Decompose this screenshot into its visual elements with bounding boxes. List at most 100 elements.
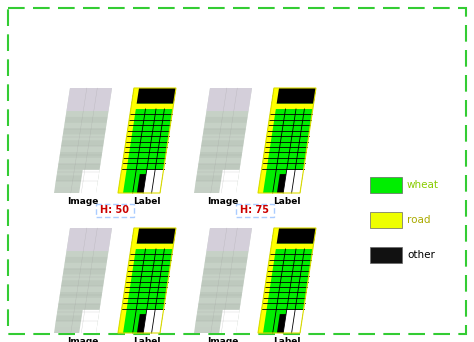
Polygon shape	[203, 129, 246, 134]
Polygon shape	[272, 88, 316, 104]
Polygon shape	[207, 88, 252, 111]
Polygon shape	[137, 174, 163, 193]
Polygon shape	[277, 314, 303, 333]
Polygon shape	[64, 117, 108, 123]
Polygon shape	[118, 228, 139, 333]
Polygon shape	[118, 228, 176, 333]
Polygon shape	[200, 292, 242, 298]
Polygon shape	[132, 228, 176, 244]
Polygon shape	[61, 280, 104, 286]
Polygon shape	[59, 292, 102, 298]
Polygon shape	[54, 88, 112, 193]
Polygon shape	[58, 298, 101, 304]
Polygon shape	[60, 146, 103, 152]
Bar	[370, 177, 402, 193]
Polygon shape	[143, 170, 164, 193]
Polygon shape	[201, 280, 244, 286]
Polygon shape	[204, 123, 246, 129]
Polygon shape	[195, 181, 238, 187]
Polygon shape	[194, 88, 252, 193]
Polygon shape	[55, 181, 98, 187]
Polygon shape	[205, 117, 247, 123]
Polygon shape	[198, 164, 240, 170]
Text: Label: Label	[273, 197, 301, 206]
Polygon shape	[79, 310, 100, 333]
Polygon shape	[63, 129, 106, 134]
Text: Label: Label	[133, 337, 161, 342]
Text: other: other	[407, 250, 435, 260]
Polygon shape	[277, 174, 303, 193]
Polygon shape	[65, 111, 109, 117]
Polygon shape	[60, 286, 103, 292]
Polygon shape	[295, 228, 316, 241]
Bar	[370, 247, 402, 263]
Polygon shape	[295, 88, 316, 101]
Polygon shape	[55, 321, 98, 327]
Polygon shape	[57, 164, 100, 170]
Text: Image: Image	[207, 197, 239, 206]
Polygon shape	[56, 315, 99, 321]
Polygon shape	[57, 304, 100, 310]
Polygon shape	[195, 321, 238, 327]
Polygon shape	[198, 304, 240, 310]
Polygon shape	[206, 251, 248, 257]
Polygon shape	[219, 310, 239, 333]
Polygon shape	[199, 158, 241, 164]
Polygon shape	[57, 310, 100, 315]
Polygon shape	[205, 257, 247, 263]
Text: Label: Label	[273, 337, 301, 342]
Polygon shape	[131, 104, 173, 109]
Polygon shape	[194, 228, 252, 333]
Polygon shape	[283, 170, 303, 193]
Text: Image: Image	[67, 337, 99, 342]
Polygon shape	[204, 263, 246, 269]
Polygon shape	[206, 111, 248, 117]
Polygon shape	[56, 175, 99, 181]
Polygon shape	[203, 269, 246, 275]
Polygon shape	[258, 88, 279, 193]
Polygon shape	[62, 134, 105, 140]
Polygon shape	[219, 170, 239, 193]
Polygon shape	[62, 275, 105, 280]
Polygon shape	[64, 123, 107, 129]
Polygon shape	[200, 286, 243, 292]
Polygon shape	[155, 228, 176, 241]
Polygon shape	[118, 88, 176, 193]
Text: road: road	[407, 215, 430, 225]
Polygon shape	[66, 228, 112, 251]
Polygon shape	[258, 228, 316, 333]
Polygon shape	[132, 88, 176, 104]
Text: Image: Image	[67, 197, 99, 206]
Polygon shape	[202, 275, 245, 280]
Polygon shape	[61, 140, 104, 146]
Polygon shape	[207, 228, 252, 251]
Polygon shape	[200, 152, 242, 158]
Polygon shape	[64, 257, 108, 263]
Polygon shape	[143, 310, 164, 333]
Polygon shape	[199, 298, 241, 304]
Polygon shape	[63, 269, 106, 275]
Polygon shape	[118, 88, 139, 193]
Polygon shape	[66, 88, 112, 111]
Polygon shape	[201, 140, 244, 146]
Polygon shape	[64, 263, 107, 269]
Text: Label: Label	[133, 197, 161, 206]
Polygon shape	[65, 251, 109, 257]
Polygon shape	[197, 170, 239, 175]
Polygon shape	[283, 310, 303, 333]
Polygon shape	[79, 170, 100, 193]
Bar	[370, 212, 402, 228]
Text: H: 50: H: 50	[100, 205, 129, 215]
Polygon shape	[59, 152, 102, 158]
Polygon shape	[137, 314, 163, 333]
Polygon shape	[258, 228, 279, 333]
Polygon shape	[197, 310, 239, 315]
Polygon shape	[196, 175, 239, 181]
Polygon shape	[155, 88, 176, 101]
Polygon shape	[200, 146, 243, 152]
Polygon shape	[272, 228, 316, 244]
Polygon shape	[202, 134, 245, 140]
Polygon shape	[271, 244, 314, 249]
Text: wheat: wheat	[407, 180, 439, 190]
Polygon shape	[131, 244, 173, 249]
